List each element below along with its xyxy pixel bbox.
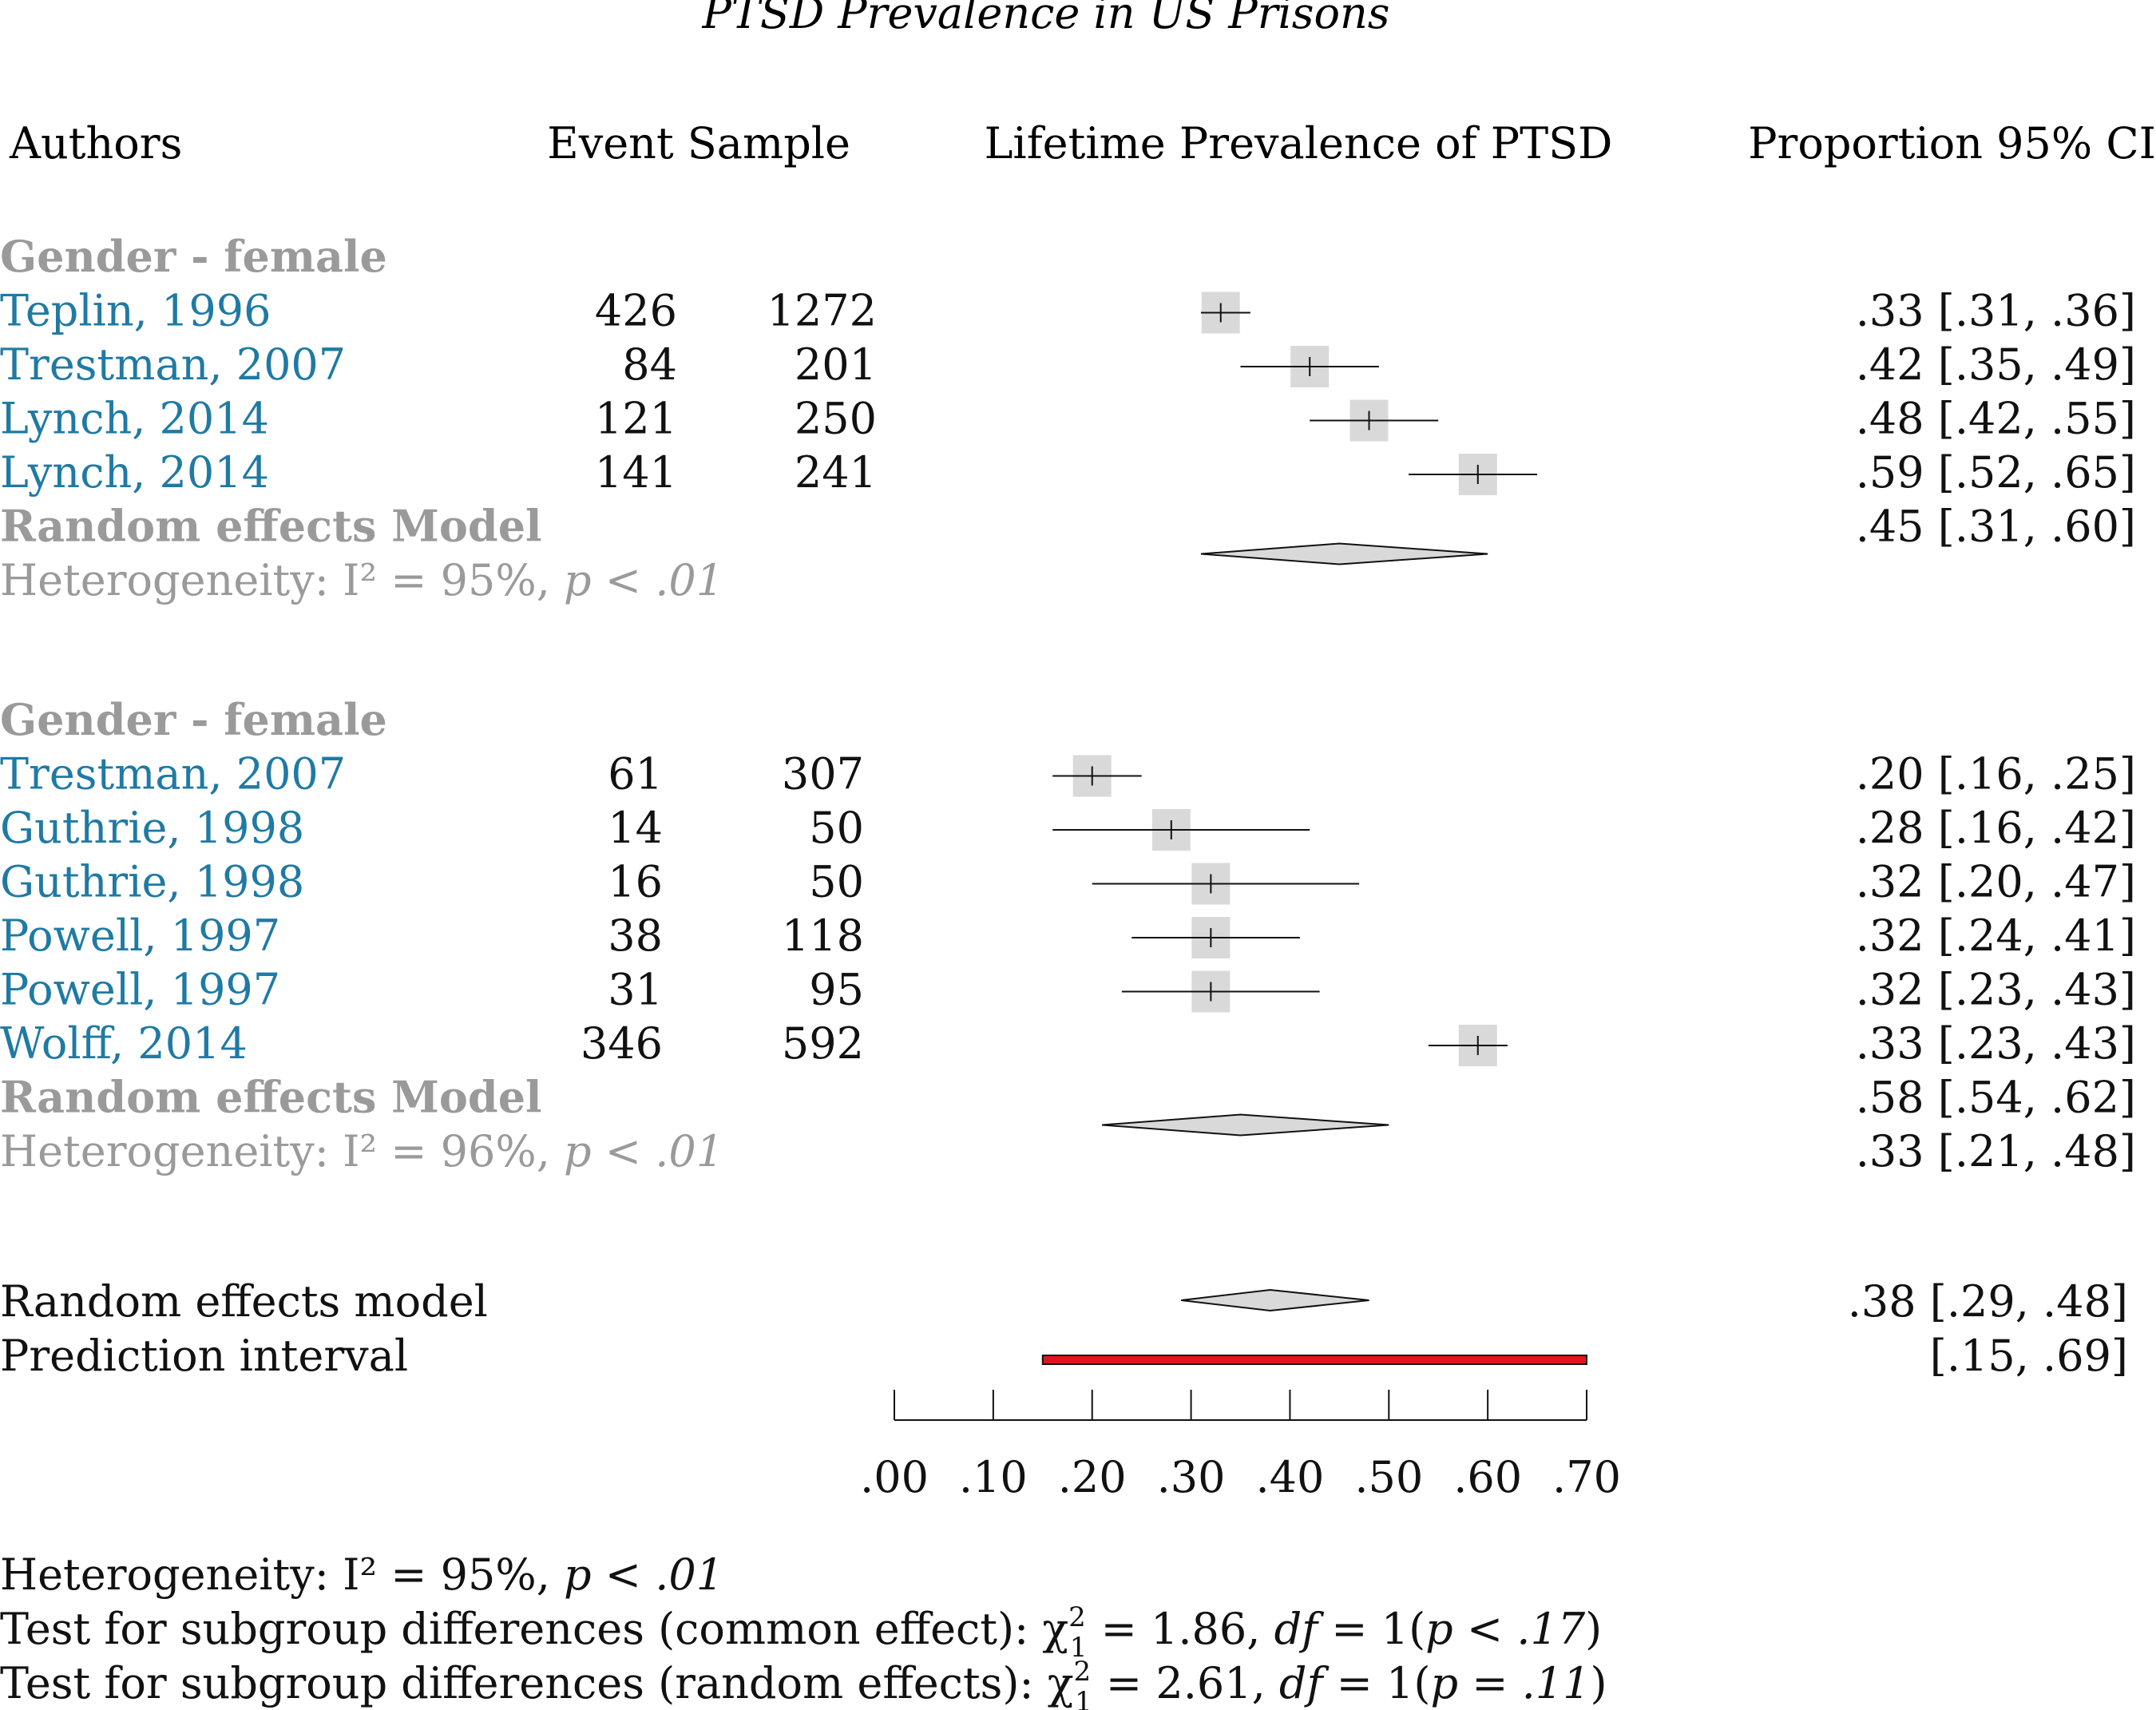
- header-event-sample: Event Sample: [547, 118, 850, 169]
- group-2-study-3-author: Guthrie, 1998: [0, 857, 304, 907]
- x-tick-label-2: .20: [1058, 1452, 1127, 1502]
- group-1-study-4-ci-text: .59 [.52, .65]: [1856, 447, 2136, 498]
- group-2-model-ci-text: .58 [.54, .62]: [1856, 1073, 2136, 1123]
- header-ci: Proportion 95% CI: [1748, 118, 2156, 169]
- group-1-model-ci-text: .45 [.31, .60]: [1856, 502, 2136, 552]
- marks-layer: [1041, 292, 1588, 1365]
- group-2-study-2-event: 14: [608, 803, 663, 853]
- footer-heterogeneity: Heterogeneity: I² = 95%, p < .01: [0, 1549, 723, 1600]
- group-1-study-2-author: Trestman, 2007: [0, 339, 346, 390]
- group-2-study-5-sample: 95: [809, 965, 864, 1015]
- prediction-ci-text: [.15, .69]: [1930, 1331, 2128, 1381]
- overall-diamond: [1181, 1288, 1369, 1312]
- group-2-heterogeneity-text: Heterogeneity: I² = 96%,: [0, 1126, 564, 1176]
- group-1-heterogeneity: Heterogeneity: I² = 95%, p < .01: [0, 555, 723, 605]
- group-2-study-2-sample: 50: [809, 803, 864, 853]
- group-2-study-1-author: Trestman, 2007: [0, 749, 346, 799]
- group-2-study-6-event: 346: [581, 1018, 663, 1069]
- group-1-study-2-sample: 201: [795, 339, 877, 390]
- group-2-heterogeneity: Heterogeneity: I² = 96%, p < .01: [0, 1126, 723, 1176]
- x-tick-label-0: .00: [860, 1452, 929, 1502]
- group-2-model-label: Random effects Model: [0, 1072, 542, 1123]
- footer-test-common: Test for subgroup differences (common ef…: [0, 1601, 1602, 1664]
- group-2-study-4-ci-text: .32 [.24, .41]: [1856, 911, 2136, 961]
- header-plot: Lifetime Prevalence of PTSD: [985, 118, 1613, 169]
- x-tick-label-7: .70: [1552, 1452, 1621, 1502]
- group-2-model-diamond: [1102, 1113, 1389, 1137]
- group-2-study-1-event: 61: [608, 749, 663, 799]
- group-2-study-3-sample: 50: [809, 857, 864, 907]
- group-2-study-1-sample: 307: [782, 749, 864, 799]
- group-1-study-2-event: 84: [622, 339, 677, 390]
- group-2-study-5-event: 31: [608, 965, 663, 1015]
- group-1-study-3-event: 121: [595, 394, 677, 444]
- x-tick-label-3: .30: [1157, 1452, 1226, 1502]
- group-2-study-3-ci-text: .32 [.20, .47]: [1856, 857, 2136, 907]
- group-1-label: Gender - female: [0, 231, 387, 282]
- group-2-study-2-author: Guthrie, 1998: [0, 803, 304, 853]
- group-1-model-label: Random effects Model: [0, 501, 542, 552]
- group-2-study-6-sample: 592: [782, 1018, 864, 1069]
- group-1-study-3-ci-text: .48 [.42, .55]: [1856, 394, 2136, 444]
- group-2-study-4-event: 38: [608, 911, 663, 961]
- overall-ci-text: .38 [.29, .48]: [1848, 1276, 2128, 1327]
- prediction-bar: [1041, 1355, 1588, 1365]
- header-authors: Authors: [9, 118, 182, 169]
- group-1-study-4-author: Lynch, 2014: [0, 447, 269, 498]
- group-1-study-4-event: 141: [595, 447, 677, 498]
- prediction-label: Prediction interval: [0, 1331, 408, 1381]
- group-1-study-3-author: Lynch, 2014: [0, 394, 269, 444]
- group-1-study-1-event: 426: [595, 286, 677, 336]
- footer: Heterogeneity: I² = 95%, p < .01 Test fo…: [0, 1549, 1607, 1710]
- group-2-label: Gender - female: [0, 694, 387, 745]
- group-2-study-3-event: 16: [608, 857, 663, 907]
- group-2-study-5-author: Powell, 1997: [0, 965, 280, 1015]
- group-2-study-2-ci-text: .28 [.16, .42]: [1856, 803, 2136, 853]
- group-1-heterogeneity-text: Heterogeneity: I² = 95%,: [0, 555, 564, 605]
- group-1-model-diamond: [1200, 542, 1488, 565]
- chart-title: PTSD Prevalence in US Prisons: [702, 0, 1390, 38]
- group-2-study-4-author: Powell, 1997: [0, 911, 280, 961]
- group-1-study-1-sample: 1272: [767, 286, 877, 336]
- group-1-study-3-sample: 250: [795, 394, 877, 444]
- group-1-study-2-ci-text: .42 [.35, .49]: [1856, 339, 2136, 390]
- x-tick-label-5: .50: [1354, 1452, 1423, 1502]
- x-tick-label-6: .60: [1453, 1452, 1522, 1502]
- group-1-study-1-author: Teplin, 1996: [0, 286, 271, 336]
- overall-label: Random effects model: [0, 1276, 488, 1327]
- group-2-study-5-ci-text: .32 [.23, .43]: [1856, 965, 2136, 1015]
- group-2-study-6-ci-text: .33 [.23, .43]: [1856, 1018, 2136, 1069]
- group-1-study-4-sample: 241: [795, 447, 877, 498]
- group-2-heterogeneity-ci-text: .33 [.21, .48]: [1856, 1126, 2136, 1176]
- group-2-heterogeneity-p: p < .01: [564, 1126, 723, 1176]
- group-2-study-1-ci-text: .20 [.16, .25]: [1856, 749, 2136, 799]
- group-2-study-4-sample: 118: [782, 911, 864, 961]
- group-1-study-1-ci-text: .33 [.31, .36]: [1856, 286, 2136, 336]
- x-tick-label-4: .40: [1255, 1452, 1324, 1502]
- group-2-study-6-author: Wolff, 2014: [0, 1018, 248, 1069]
- x-tick-label-1: .10: [959, 1452, 1028, 1502]
- footer-test-random: Test for subgroup differences (random ef…: [0, 1656, 1607, 1710]
- x-axis: .00 .10 .20 .30 .40 .50 .60 .70: [860, 1390, 1621, 1502]
- group-1-heterogeneity-p: p < .01: [564, 555, 723, 605]
